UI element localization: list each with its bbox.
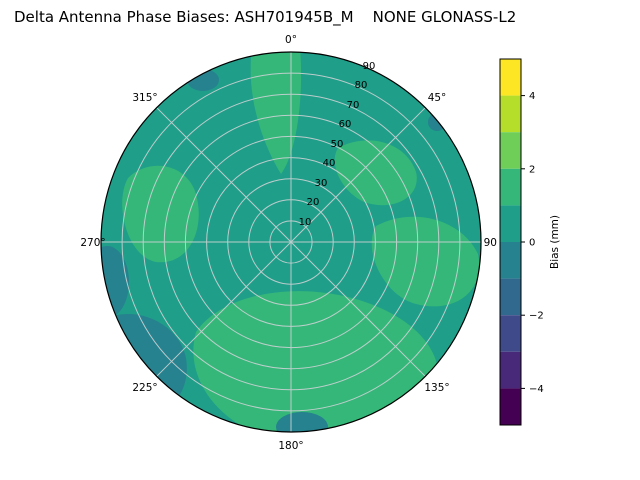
- radial-tick-label-30: 30: [315, 178, 328, 189]
- angular-tick-label-315: 315°: [132, 92, 157, 104]
- angular-tick-labels: 0° 45° 90 135° 180° 225° 270° 315°: [80, 34, 497, 452]
- colorbar-tick-label-4: 4: [529, 91, 535, 102]
- contour-region-northeast-patch: [334, 140, 417, 206]
- angular-tick-label-270: 270°: [80, 237, 105, 249]
- colorbar-band: [500, 205, 521, 242]
- radial-tick-label-50: 50: [331, 139, 344, 150]
- colorbar-band: [500, 132, 521, 169]
- colorbar-tick-labels: 4 2 0 −2 −4: [529, 91, 544, 395]
- radial-tick-label-40: 40: [323, 158, 336, 169]
- radial-tick-label-20: 20: [307, 197, 320, 208]
- radial-tick-labels: 10 20 30 40 50 60 70 80 90: [299, 61, 376, 228]
- colorbar-band: [500, 388, 521, 425]
- contour-region-east-lobe: [371, 216, 480, 307]
- colorbar-band: [500, 95, 521, 133]
- angular-tick-label-90: 90: [484, 237, 497, 249]
- radial-tick-label-60: 60: [339, 119, 352, 130]
- angular-tick-label-0: 0°: [285, 34, 297, 46]
- colorbar-band: [500, 315, 521, 352]
- angular-tick-label-45: 45°: [428, 92, 447, 104]
- chart-title: Delta Antenna Phase Biases: ASH701945B_M…: [14, 8, 517, 26]
- colorbar-tick-label-n2: −2: [529, 311, 544, 322]
- colorbar: 4 2 0 −2 −4 Bias (mm): [499, 58, 561, 426]
- colorbar-tick-label-n4: −4: [529, 384, 544, 395]
- colorbar-band: [500, 351, 521, 389]
- contour-region-west-edge-dark: [101, 246, 129, 318]
- radial-tick-label-70: 70: [347, 100, 360, 111]
- radial-tick-label-90: 90: [363, 61, 376, 72]
- colorbar-band: [500, 242, 521, 279]
- radial-tick-label-10: 10: [299, 217, 312, 228]
- contour-region-west-patch: [122, 165, 199, 263]
- radial-tick-label-80: 80: [355, 80, 368, 91]
- angular-tick-label-180: 180°: [278, 440, 303, 452]
- colorbar-ticks: [521, 95, 525, 389]
- angular-tick-label-225: 225°: [132, 382, 157, 394]
- colorbar-tick-label-2: 2: [529, 164, 535, 175]
- colorbar-axis-label: Bias (mm): [549, 215, 561, 269]
- polar-axes-boundary: [100, 51, 482, 433]
- colorbar-tick-label-0: 0: [529, 238, 535, 249]
- contour-region-north-lobe: [250, 52, 302, 174]
- colorbar-band: [500, 278, 521, 316]
- colorbar-bands: [500, 59, 521, 425]
- colorbar-band: [500, 59, 521, 96]
- angular-tick-label-135: 135°: [424, 382, 449, 394]
- colorbar-band: [500, 168, 521, 206]
- polar-grid: [101, 52, 481, 432]
- contour-region-south-edge-dark: [276, 412, 328, 432]
